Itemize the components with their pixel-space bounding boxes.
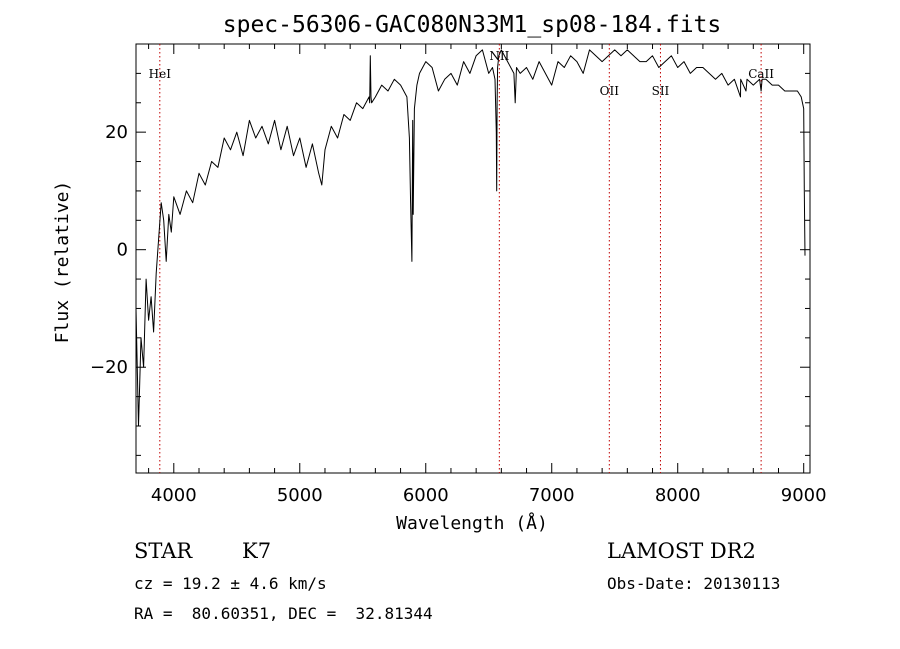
spectrum-series [135,49,806,427]
plot-frame [135,43,811,474]
redshift-cz: cz = 19.2 ± 4.6 km/s [134,574,327,593]
y-tick-label: 20 [105,122,128,143]
axis-ticks: 4000 5000 6000 7000 8000 9000 −20 0 20 [90,43,827,506]
object-class: STAR [134,539,193,563]
spectral-line-markers: HeI NII OII SII CaII [149,44,774,473]
coordinates: RA = 80.60351, DEC = 32.81344 [134,604,433,623]
plot-border [135,43,811,474]
observation-date: Obs-Date: 20130113 [607,574,781,593]
x-tick-label: 6000 [403,485,449,506]
spectrum-line-0 [135,49,806,427]
line-label-sii: SII [652,84,670,98]
line-label-caii: CaII [748,67,774,81]
x-tick-label: 5000 [277,485,323,506]
x-axis-label: Wavelength (Å) [396,512,548,534]
object-subclass: K7 [242,539,272,563]
line-label-oii: OII [600,84,620,98]
x-tick-label: 4000 [151,485,197,506]
x-tick-label: 8000 [655,485,701,506]
y-axis-label: Flux (relative) [52,181,73,344]
x-tick-label: 7000 [529,485,575,506]
y-tick-label: 0 [117,240,128,261]
chart-title: spec-56306-GAC080N33M1_sp08-184.fits [223,12,722,38]
y-tick-label: −20 [90,357,128,378]
x-tick-label: 9000 [781,485,827,506]
line-label-nii: NII [489,49,509,63]
line-label-hei: HeI [149,67,172,81]
survey-name: LAMOST DR2 [607,539,756,563]
